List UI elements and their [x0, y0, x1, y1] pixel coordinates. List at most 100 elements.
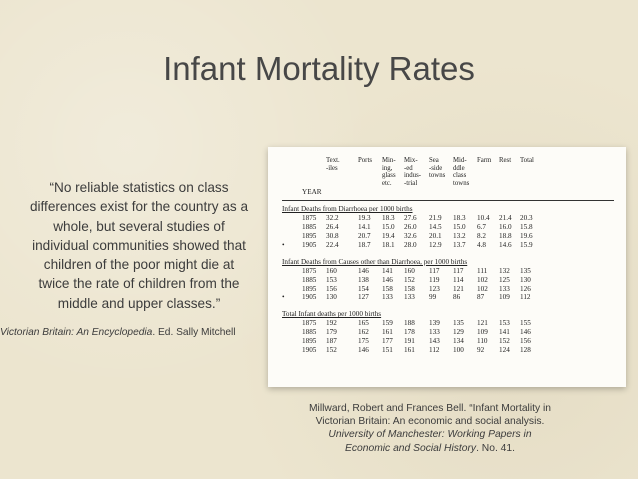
table-cell: 151 [382, 345, 393, 354]
table-cell: 141 [382, 266, 393, 275]
row-mark [282, 337, 302, 346]
table-cell: 14.6 [499, 240, 512, 249]
table-cell: 30.8 [326, 232, 339, 240]
table-section-title: Infant Deaths from Causes other than Dia… [282, 257, 468, 266]
table-cell: 160 [326, 266, 337, 275]
table-column-headers: Text. -iles Ports Min-ing, glass etc. Mix- -ed i… [282, 157, 614, 187]
table-cell: 135 [453, 319, 464, 328]
table-cell: 19.4 [382, 232, 395, 240]
table-cell: 20.3 [520, 214, 533, 223]
table-sections: Infant Deaths from Diarrhoea per 1000 bi… [282, 205, 614, 355]
row-mark [282, 346, 302, 355]
table-cell: 156 [520, 337, 531, 346]
column-header-line: class [453, 172, 467, 180]
table-cell: 130 [520, 275, 531, 284]
table-cell: 133 [499, 284, 510, 293]
row-year: 1875 [302, 266, 317, 275]
table-cell: 177 [382, 337, 393, 346]
column-header-line: Mid- [453, 157, 467, 164]
table-cell: 175 [358, 337, 369, 346]
table-row: 1875 32.2 19.3 18.3 27.6 21.9 18.3 10.4 21.4 20.3 [282, 214, 614, 223]
table-row: 1875 192 165 159 188 139 135 121 153 155 [282, 319, 614, 328]
table-cell: 179 [326, 328, 337, 337]
table-cell: 10.4 [477, 214, 490, 223]
table-cell: 14.1 [358, 223, 371, 232]
table-cell: 133 [382, 293, 393, 302]
table-row: 1885 153 138 146 152 119 114 102 125 130 [282, 276, 614, 285]
table-cell: 138 [358, 275, 369, 284]
column-header-line: Ports [358, 157, 372, 164]
table-year-label: YEAR [302, 188, 322, 197]
table-cell: 86 [453, 293, 461, 302]
table-cell: 161 [404, 345, 415, 354]
row-year: 1895 [302, 284, 317, 293]
table-cell: 125 [499, 275, 510, 284]
table-cell: 18.1 [382, 240, 395, 249]
column-header-line: Text. [326, 157, 340, 164]
table-cell: 15.8 [520, 223, 533, 232]
table-cell: 15.9 [520, 240, 533, 249]
table-cell: 87 [477, 293, 485, 302]
table-cell: 133 [404, 293, 415, 302]
table-cell: 18.3 [453, 214, 466, 223]
table-cell: 26.4 [326, 223, 339, 232]
table-cell: 129 [453, 328, 464, 337]
row-mark: • [282, 293, 285, 302]
column-header-line: Sea [429, 157, 439, 164]
table-row: • 1905 130 127 133 133 99 86 87 109 112 [282, 293, 614, 302]
table-cell: 126 [520, 284, 531, 293]
table-cell: 102 [477, 275, 488, 284]
row-mark [282, 319, 302, 328]
row-mark [282, 214, 302, 223]
table-column-header: Farm [477, 157, 499, 187]
table-cell: 18.7 [358, 240, 371, 249]
table-cell: 143 [429, 337, 440, 346]
column-header-line: indus- [404, 172, 421, 180]
row-mark [282, 285, 302, 294]
table-row: 1895 187 175 177 191 143 134 110 152 156 [282, 337, 614, 346]
table-row: • 1905 22.4 18.7 18.1 28.0 12.9 13.7 4.8 14.6 15.9 [282, 241, 614, 250]
table-cell: 134 [453, 337, 464, 346]
source-citation: Millward, Robert and Frances Bell. “Infa… [305, 402, 555, 455]
table-cell: 158 [382, 284, 393, 293]
table-cell: 141 [499, 328, 510, 337]
column-header-line: -ed [404, 164, 413, 172]
table-column-header: Ports [358, 157, 382, 187]
table-cell: 27.6 [404, 214, 417, 223]
table-cell: 155 [520, 319, 531, 328]
table-cell: 117 [453, 266, 464, 275]
column-header-line: Farm [477, 157, 492, 164]
column-header-line: towns [429, 172, 446, 180]
column-header-line: ddle [453, 164, 465, 172]
table-cell: 178 [404, 328, 415, 337]
table-cell: 112 [429, 345, 440, 354]
column-header-line: etc. [382, 179, 392, 187]
row-year: 1895 [302, 232, 317, 240]
table-cell: 22.4 [326, 240, 339, 249]
table-cell: 119 [429, 275, 440, 284]
row-year: 1905 [302, 345, 317, 354]
table-cell: 153 [326, 275, 337, 284]
table-header-rule [282, 200, 614, 202]
table-cell: 124 [499, 345, 510, 354]
table-cell: 8.2 [477, 232, 486, 240]
table-cell: 32.6 [404, 232, 417, 240]
table-cell: 12.9 [429, 240, 442, 249]
row-year: 1875 [302, 319, 317, 328]
quote-source: Victorian Britain: An Encyclopedia. Ed. … [0, 327, 265, 338]
table-cell: 15.0 [453, 223, 466, 232]
table-cell: 19.3 [358, 214, 371, 223]
table-cell: 132 [499, 266, 510, 275]
column-header-line: Total [520, 157, 534, 164]
table-cell: 100 [453, 345, 464, 354]
table-year-label-row: YEAR [282, 188, 614, 197]
table-column-header: Min-ing, glass etc. [382, 157, 404, 187]
table-cell: 92 [477, 345, 485, 354]
table-cell: 187 [326, 337, 337, 346]
table-cell: 111 [477, 266, 488, 275]
table-cell: 192 [326, 319, 337, 328]
column-header-line: -side [429, 164, 443, 172]
table-cell: 6.7 [477, 223, 486, 232]
table-row: 1895 156 154 158 158 123 121 102 133 126 [282, 285, 614, 294]
mortality-table-image: Text. -iles Ports Min-ing, glass etc. Mix- -ed i… [268, 147, 626, 387]
